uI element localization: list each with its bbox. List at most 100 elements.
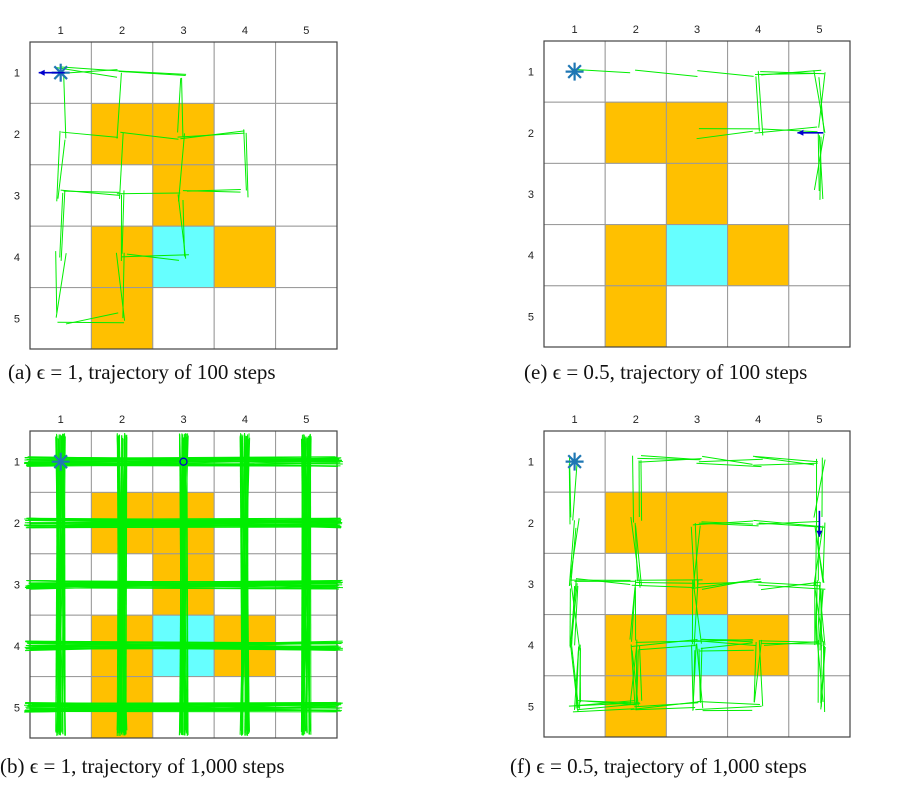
trajectory-segment (640, 455, 697, 460)
trajectory-segment (178, 133, 186, 202)
col-label: 1 (572, 24, 578, 36)
trajectory-segment (60, 191, 66, 261)
trajectory-segment (570, 581, 581, 651)
trajectory-segment (55, 67, 118, 78)
trajectory-segment (55, 253, 67, 318)
arrow-head (38, 69, 45, 76)
trajectory-segment (31, 579, 340, 588)
trajectory-segment (121, 190, 125, 254)
caption-e-label: (e) (524, 360, 548, 384)
trajectory-segment (635, 525, 642, 586)
asterisk-stroke (567, 64, 582, 79)
trajectory-segment (758, 522, 825, 528)
row-label: 1 (528, 457, 534, 469)
end-arrow-icon (38, 69, 65, 76)
col-label: 1 (58, 25, 64, 37)
trajectory-segment (813, 133, 825, 191)
trajectory-segment (761, 642, 822, 645)
trajectory-segment (120, 131, 179, 140)
grid-cell (604, 162, 667, 226)
col-label: 3 (180, 414, 186, 426)
trajectory-segment (698, 648, 701, 703)
trajectory-segment (691, 644, 694, 710)
grid-cell (788, 224, 851, 287)
trajectory-segment (753, 519, 822, 528)
trajectory-segment (692, 580, 702, 644)
trajectory-segment (119, 133, 124, 199)
trajectory-segment (116, 72, 122, 139)
end-circle-icon (179, 457, 188, 466)
trajectory (24, 432, 343, 736)
grid-cell (788, 285, 851, 348)
row-label: 3 (528, 579, 534, 591)
gridworld-a: 1 2 3 4 5 1 2 3 4 5 (14, 25, 338, 350)
grid-cell (665, 40, 729, 103)
trajectory-segment (572, 459, 578, 521)
col-label: 2 (119, 25, 125, 37)
trajectory-segment (119, 70, 187, 75)
trajectory-segment (25, 641, 339, 644)
obstacle-cell (604, 285, 667, 348)
grid-border (543, 40, 851, 348)
trajectory-segment (639, 645, 643, 701)
trajectory-segment (753, 641, 757, 703)
trajectory-segment (753, 581, 821, 587)
grid-cell (788, 40, 851, 103)
trajectory-segment (61, 66, 121, 72)
caption-b-label: (b) (0, 754, 25, 778)
grid-cell (152, 287, 215, 350)
trajectory-segment (182, 199, 186, 257)
trajectory-segment (57, 139, 66, 199)
trajectory-segment (118, 70, 186, 77)
gridworld-f: 1 2 3 4 5 1 2 3 4 5 (528, 414, 851, 738)
end-arrow-icon (816, 510, 823, 537)
col-label: 5 (816, 414, 822, 426)
col-label: 4 (755, 414, 761, 426)
row-label: 4 (528, 640, 534, 652)
trajectory-segment (758, 640, 764, 707)
col-label: 1 (572, 414, 578, 426)
grid-cell (727, 162, 790, 226)
grid-border (543, 430, 851, 738)
trajectory-segment (757, 70, 764, 136)
end-arrow-icon (797, 129, 824, 136)
trajectory-segment (760, 581, 821, 591)
obstacle-cell (665, 162, 729, 226)
trajectory-segment (701, 578, 759, 590)
row-label: 5 (14, 313, 20, 325)
panel-a: 1 2 3 4 5 1 2 3 4 5 (a) ϵ = 1, trajectory of 100 … (0, 0, 450, 396)
asterisk-stroke (53, 454, 68, 469)
row-label: 5 (528, 311, 534, 323)
col-label: 3 (694, 24, 700, 36)
trajectory-segment (572, 708, 635, 713)
obstacle-cell (152, 102, 215, 166)
trajectory-segment (699, 647, 703, 703)
trajectory-segment (813, 70, 826, 134)
trajectory-segment (239, 436, 248, 735)
trajectory-segment (813, 459, 826, 518)
obstacle-cell (213, 225, 277, 289)
col-label: 4 (242, 25, 248, 37)
trajectory-segment (755, 456, 815, 466)
trajectory-segment (568, 520, 575, 587)
grid-cell (213, 164, 277, 227)
trajectory-segment (758, 584, 826, 590)
grid-cell (275, 41, 338, 104)
obstacle-cell (604, 224, 667, 287)
col-label: 5 (303, 414, 309, 426)
row-label: 3 (14, 580, 20, 592)
trajectory-segment (640, 460, 643, 521)
caption-e-text: ϵ = 0.5, trajectory of 100 steps (552, 360, 808, 384)
trajectory-segment (60, 189, 120, 196)
trajectory-segment (632, 455, 635, 523)
trajectory-segment (179, 437, 185, 733)
grid-cell (275, 225, 338, 289)
trajectory-segment (121, 254, 189, 258)
col-label: 2 (633, 414, 639, 426)
grid-cell (90, 164, 154, 227)
trajectory-segment (303, 438, 309, 735)
trajectory-segment (819, 136, 822, 200)
trajectory-segment (570, 527, 577, 586)
trajectory-segment (695, 705, 762, 711)
col-label: 2 (119, 414, 125, 426)
